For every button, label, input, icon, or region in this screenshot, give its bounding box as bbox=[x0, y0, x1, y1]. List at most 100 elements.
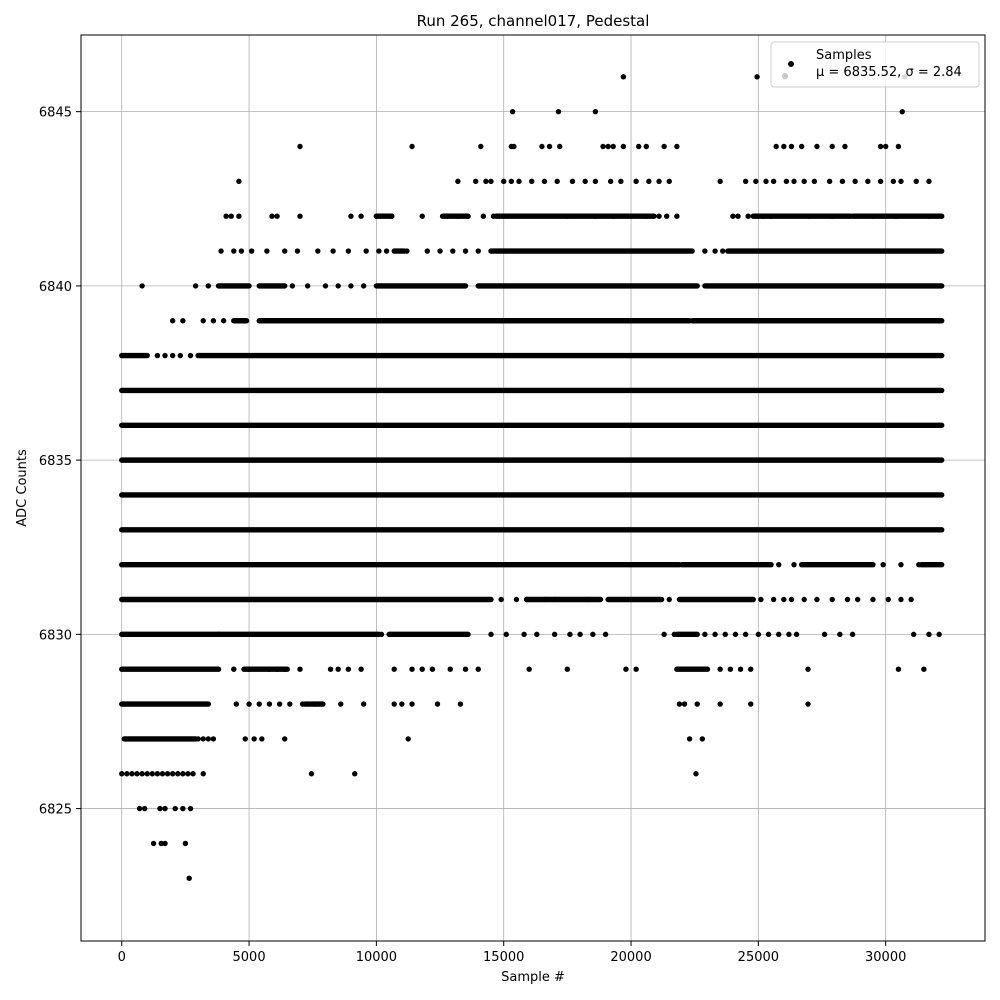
sample-point bbox=[187, 352, 194, 359]
sample-point bbox=[610, 213, 616, 219]
sample-point bbox=[567, 631, 573, 638]
sample-point bbox=[180, 318, 186, 324]
sample-point bbox=[732, 631, 739, 638]
sample-point bbox=[231, 666, 237, 672]
sample-point bbox=[913, 178, 919, 185]
x-axis-label: Sample # bbox=[501, 970, 565, 985]
sample-point bbox=[437, 248, 443, 254]
sample-point bbox=[592, 213, 599, 219]
sample-point bbox=[849, 631, 856, 638]
sample-point bbox=[534, 631, 540, 638]
sample-point bbox=[256, 701, 262, 707]
sample-point bbox=[205, 736, 212, 742]
sample-point bbox=[898, 596, 904, 603]
sample-point bbox=[503, 631, 509, 638]
sample-point bbox=[399, 701, 405, 707]
sample-point bbox=[388, 213, 395, 219]
sample-point bbox=[805, 701, 811, 707]
sample-point bbox=[727, 666, 734, 672]
sample-point bbox=[266, 701, 273, 707]
sample-point bbox=[783, 178, 790, 185]
sample-point bbox=[770, 178, 777, 185]
sample-point bbox=[745, 213, 751, 219]
sample-point bbox=[620, 74, 627, 80]
sample-point bbox=[248, 248, 255, 254]
sample-point bbox=[450, 248, 456, 254]
sample-point bbox=[776, 561, 782, 568]
sample-point bbox=[643, 143, 650, 150]
sample-point bbox=[169, 771, 176, 777]
legend-stats-text: μ = 6835.52, σ = 2.84 bbox=[816, 65, 962, 80]
sample-point bbox=[269, 213, 275, 219]
sample-point bbox=[656, 213, 662, 219]
sample-point bbox=[182, 840, 189, 847]
sample-point bbox=[748, 666, 754, 672]
sample-point bbox=[702, 631, 708, 638]
sample-point bbox=[282, 736, 288, 742]
sample-point bbox=[788, 143, 795, 150]
sample-point bbox=[169, 318, 176, 324]
sample-point bbox=[157, 805, 163, 812]
sample-point bbox=[144, 771, 150, 777]
sample-point bbox=[134, 771, 140, 777]
sample-point bbox=[246, 701, 252, 707]
sample-point bbox=[829, 596, 835, 603]
sample-point bbox=[210, 736, 217, 742]
sample-point bbox=[352, 771, 358, 777]
sample-point bbox=[478, 143, 484, 150]
sample-point bbox=[529, 178, 535, 185]
sample-point bbox=[555, 108, 562, 115]
sample-point bbox=[154, 352, 161, 359]
sample-point bbox=[618, 178, 624, 185]
sample-point bbox=[870, 213, 876, 219]
sample-point bbox=[754, 74, 760, 80]
sample-point bbox=[150, 840, 157, 847]
sample-point bbox=[551, 596, 558, 603]
sample-point bbox=[172, 805, 178, 812]
sample-point bbox=[712, 631, 718, 638]
sample-point bbox=[192, 283, 199, 289]
sample-point bbox=[419, 666, 425, 672]
sample-point bbox=[814, 596, 820, 603]
sample-point bbox=[516, 178, 522, 185]
sample-point bbox=[592, 108, 599, 115]
sample-point bbox=[345, 666, 352, 672]
y-axis-label: ADC Counts bbox=[15, 449, 30, 527]
sample-point bbox=[763, 178, 769, 185]
sample-point bbox=[765, 631, 772, 638]
axis-ticks: 0 5000 10000 15000 20000 25000 30000 6825 6830 68… bbox=[39, 106, 906, 965]
sample-point bbox=[541, 178, 548, 185]
sample-point bbox=[865, 178, 871, 185]
sample-point bbox=[686, 736, 693, 742]
legend-box bbox=[770, 41, 980, 88]
sample-point bbox=[404, 248, 410, 254]
sample-point bbox=[475, 666, 481, 672]
sample-point bbox=[753, 178, 759, 185]
sample-point bbox=[926, 213, 932, 219]
data-points bbox=[119, 74, 945, 881]
sample-point bbox=[187, 805, 194, 812]
sample-point bbox=[231, 248, 237, 254]
legend-label-samples: Samples bbox=[816, 48, 872, 63]
sample-point bbox=[358, 666, 364, 672]
sample-point bbox=[169, 352, 176, 359]
sample-point bbox=[141, 805, 148, 812]
sample-point bbox=[910, 631, 917, 638]
sample-point bbox=[282, 248, 288, 254]
x-tick-label: 25000 bbox=[738, 950, 779, 965]
sample-point bbox=[921, 666, 927, 672]
sample-point bbox=[877, 178, 884, 185]
chart-title: Run 265, channel017, Pedestal bbox=[417, 12, 650, 30]
sample-point bbox=[124, 771, 130, 777]
legend-marker-stats bbox=[782, 73, 788, 79]
sample-point bbox=[162, 352, 168, 359]
sample-point bbox=[755, 631, 762, 638]
sample-point bbox=[837, 631, 843, 638]
sample-point bbox=[304, 283, 311, 289]
sample-point bbox=[781, 596, 787, 603]
sample-point bbox=[554, 178, 560, 185]
sample-point bbox=[564, 213, 571, 219]
sample-point bbox=[266, 666, 273, 672]
x-tick-label: 10000 bbox=[356, 950, 397, 965]
